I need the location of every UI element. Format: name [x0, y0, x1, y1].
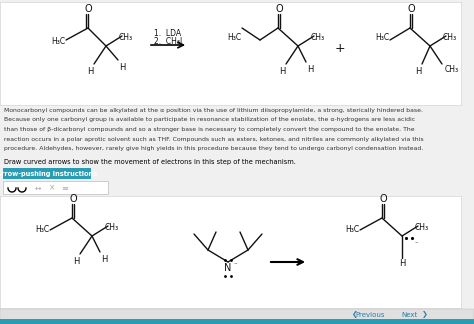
Text: ≡: ≡	[62, 183, 69, 192]
Text: CH₃: CH₃	[311, 33, 325, 42]
Bar	[0, 309, 474, 324]
Text: H₃C: H₃C	[227, 32, 241, 41]
Text: O: O	[275, 4, 283, 14]
Text: 1.  LDA: 1. LDA	[155, 29, 182, 38]
Text: H₃C: H₃C	[375, 33, 389, 42]
Text: CH₃: CH₃	[445, 65, 459, 75]
Text: Monocarbonyl compounds can be alkylated at the α position via the use of lithium: Monocarbonyl compounds can be alkylated …	[4, 108, 423, 113]
Text: Because only one carbonyl group is available to participate in resonance stabili: Because only one carbonyl group is avail…	[4, 118, 415, 122]
Text: CH₃: CH₃	[105, 224, 119, 233]
Text: H: H	[307, 65, 313, 75]
Text: H: H	[101, 256, 107, 264]
Text: O: O	[407, 4, 415, 14]
Text: CH₃: CH₃	[119, 33, 133, 42]
Text: H: H	[87, 67, 93, 76]
Text: ❯: ❯	[422, 311, 428, 318]
Text: H: H	[415, 67, 421, 76]
Text: H: H	[119, 64, 125, 73]
Text: Arrow-pushing Instructions: Arrow-pushing Instructions	[0, 171, 98, 177]
Text: 2.  CH₃I: 2. CH₃I	[154, 38, 182, 47]
Text: H: H	[279, 67, 285, 76]
Text: H: H	[73, 258, 79, 267]
Text: H₃C: H₃C	[345, 226, 359, 235]
Text: CH₃: CH₃	[443, 33, 457, 42]
Text: Previous: Previous	[355, 312, 385, 318]
Text: +: +	[335, 41, 346, 54]
Text: reaction occurs in a polar aprotic solvent such as THF. Compounds such as esters: reaction occurs in a polar aprotic solve…	[4, 136, 424, 142]
Bar	[3, 181, 108, 194]
Text: procedure. Aldehydes, however, rarely give high yields in this procedure because: procedure. Aldehydes, however, rarely gi…	[4, 146, 423, 151]
Text: H₃C: H₃C	[51, 38, 65, 47]
Bar	[0, 196, 461, 308]
Text: O: O	[69, 194, 77, 204]
Text: Next: Next	[402, 312, 418, 318]
Text: ×: ×	[49, 183, 55, 192]
Text: CH₃: CH₃	[415, 224, 429, 233]
Text: H₃C: H₃C	[35, 226, 49, 235]
Text: H: H	[399, 260, 405, 269]
Text: than those of β-dicarbonyl compounds and so a stronger base is necessary to comp: than those of β-dicarbonyl compounds and…	[4, 127, 415, 132]
Bar	[0, 2, 461, 105]
Bar	[0, 319, 474, 324]
Text: O: O	[84, 4, 92, 14]
Text: ⁻: ⁻	[233, 262, 237, 268]
Text: ❮: ❮	[352, 311, 358, 318]
Text: Draw curved arrows to show the movement of electrons in this step of the mechani: Draw curved arrows to show the movement …	[4, 159, 296, 165]
Bar	[3, 168, 91, 179]
Text: O: O	[379, 194, 387, 204]
Text: ⁻: ⁻	[414, 241, 418, 247]
Text: N: N	[224, 263, 232, 273]
Text: ↔: ↔	[35, 183, 41, 192]
